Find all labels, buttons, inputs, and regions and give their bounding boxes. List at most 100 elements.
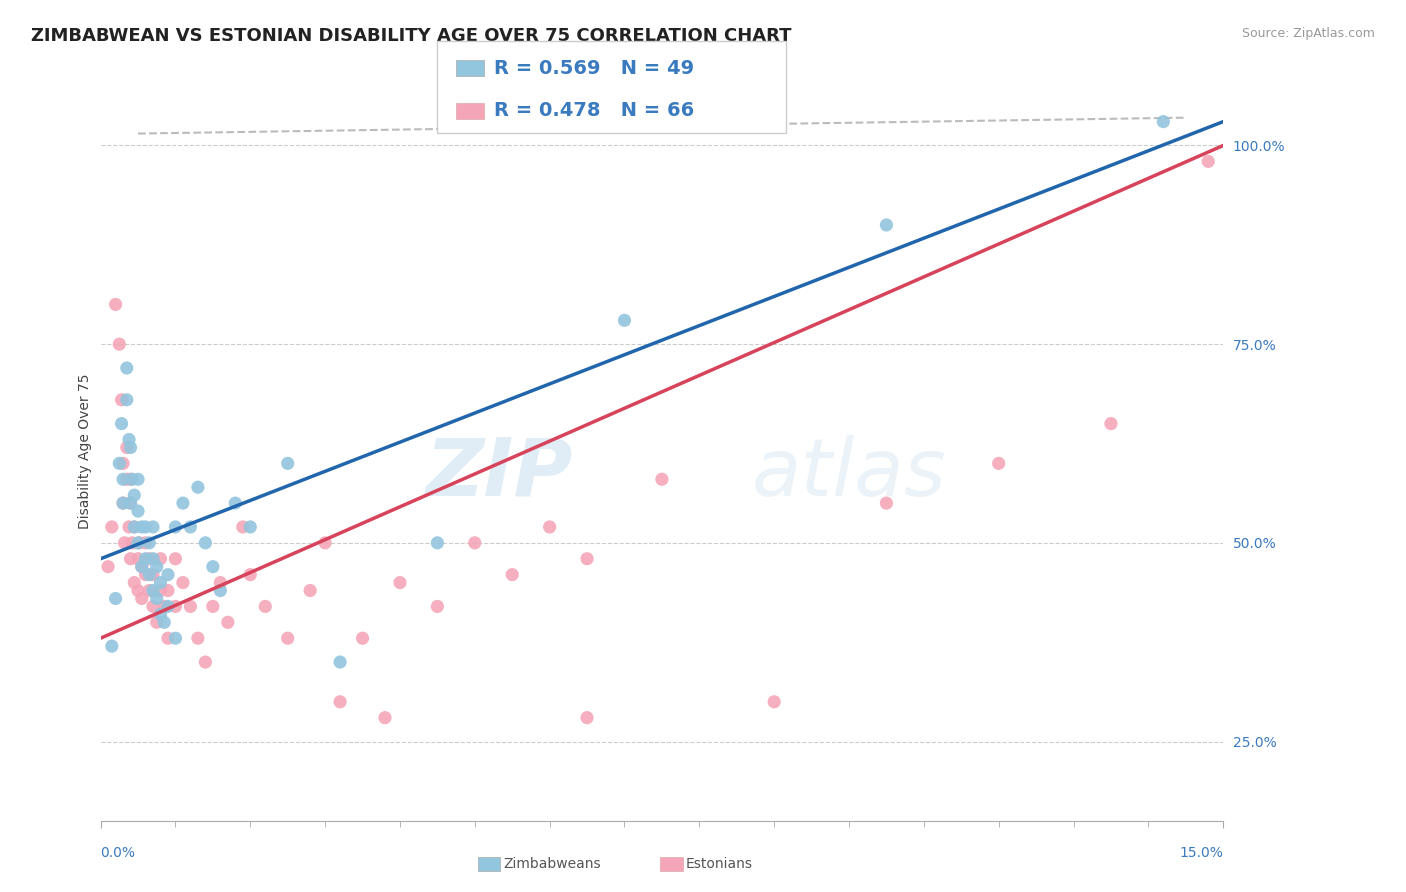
Point <box>112 472 135 486</box>
Point <box>194 655 217 669</box>
Text: 0.0%: 0.0% <box>101 846 135 860</box>
Point <box>134 551 156 566</box>
Point <box>239 567 262 582</box>
Point <box>134 567 156 582</box>
Point <box>131 559 153 574</box>
Point <box>124 488 146 502</box>
Point <box>112 496 135 510</box>
Text: 15.0%: 15.0% <box>1180 846 1223 860</box>
Point <box>156 567 179 582</box>
Point <box>121 472 143 486</box>
Point <box>254 599 277 614</box>
Point <box>138 567 160 582</box>
Point <box>388 575 411 590</box>
Text: Source: ZipAtlas.com: Source: ZipAtlas.com <box>1241 27 1375 40</box>
Text: R = 0.478   N = 66: R = 0.478 N = 66 <box>494 101 693 120</box>
Point <box>165 599 187 614</box>
Point <box>145 591 167 606</box>
Point <box>128 536 150 550</box>
Point <box>142 583 165 598</box>
Point <box>179 599 201 614</box>
Point <box>104 591 127 606</box>
Point <box>142 599 165 614</box>
Point <box>142 520 165 534</box>
Point <box>118 433 141 447</box>
Text: atlas: atlas <box>752 434 946 513</box>
Point <box>153 599 176 614</box>
Point <box>165 551 187 566</box>
Point <box>576 711 599 725</box>
Point <box>209 583 232 598</box>
Point <box>329 695 352 709</box>
Point <box>127 536 149 550</box>
Point <box>142 551 165 566</box>
Point <box>120 496 142 510</box>
Point <box>134 520 156 534</box>
Point <box>131 591 153 606</box>
Point <box>201 599 224 614</box>
Point <box>156 583 179 598</box>
Point <box>464 536 486 550</box>
Point <box>120 551 142 566</box>
Point <box>217 615 239 630</box>
Point <box>426 536 449 550</box>
Point <box>187 631 209 645</box>
Point <box>201 559 224 574</box>
Point <box>277 631 299 645</box>
Point <box>172 575 194 590</box>
Point <box>131 559 153 574</box>
Point <box>187 480 209 494</box>
Point <box>118 520 141 534</box>
Text: R = 0.569   N = 49: R = 0.569 N = 49 <box>494 59 693 78</box>
Point <box>1152 114 1174 128</box>
Point <box>299 583 322 598</box>
Point <box>138 536 160 550</box>
Point <box>120 441 142 455</box>
Point <box>101 520 124 534</box>
Point <box>108 456 131 470</box>
Point <box>138 551 160 566</box>
Point <box>1197 154 1219 169</box>
Point <box>232 520 254 534</box>
Point <box>115 441 138 455</box>
Point <box>149 583 172 598</box>
Point <box>314 536 336 550</box>
Point <box>277 456 299 470</box>
Point <box>149 551 172 566</box>
Point <box>104 297 127 311</box>
Point <box>224 496 246 510</box>
Point <box>1099 417 1122 431</box>
Point <box>156 599 179 614</box>
Text: ZIMBABWEAN VS ESTONIAN DISABILITY AGE OVER 75 CORRELATION CHART: ZIMBABWEAN VS ESTONIAN DISABILITY AGE OV… <box>31 27 792 45</box>
Point <box>110 417 132 431</box>
Point <box>124 520 146 534</box>
Point <box>875 218 897 232</box>
Point <box>149 575 172 590</box>
Point <box>165 631 187 645</box>
Point <box>138 583 160 598</box>
Point <box>127 504 149 518</box>
Point <box>501 567 523 582</box>
Point <box>120 496 142 510</box>
Point <box>115 361 138 376</box>
Point <box>651 472 673 486</box>
Point <box>131 520 153 534</box>
Point <box>179 520 201 534</box>
Y-axis label: Disability Age Over 75: Disability Age Over 75 <box>79 374 93 529</box>
Point <box>121 536 143 550</box>
Point <box>194 536 217 550</box>
Point <box>153 615 176 630</box>
Point <box>112 496 135 510</box>
Text: Zimbabweans: Zimbabweans <box>503 857 600 871</box>
Point <box>329 655 352 669</box>
Point <box>172 496 194 510</box>
Point <box>209 575 232 590</box>
Point <box>115 392 138 407</box>
Point <box>987 456 1010 470</box>
Point <box>374 711 396 725</box>
Point <box>127 583 149 598</box>
Point <box>352 631 374 645</box>
Point <box>763 695 786 709</box>
Point <box>124 575 146 590</box>
Text: ZIP: ZIP <box>425 434 572 513</box>
